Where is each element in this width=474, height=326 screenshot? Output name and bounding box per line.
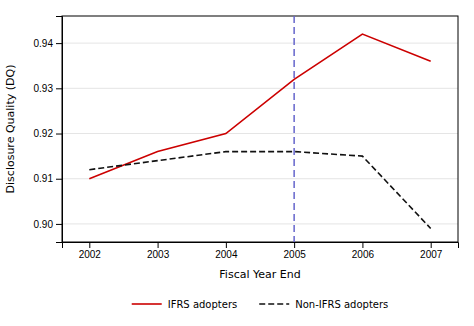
vertical-line (293, 16, 295, 242)
x-tick-mark (158, 242, 159, 248)
grid (62, 43, 458, 224)
x-tick: 2005 (284, 242, 307, 260)
x-tick-mark (431, 242, 432, 248)
plot: 2002 2003 2004 2005 2006 2007 0.90 0.91 0.92 0.93… (34, 16, 459, 260)
y-tick: 0.90 (34, 219, 62, 230)
x-tick: 2003 (147, 242, 170, 260)
x-tick-label: 2007 (420, 249, 443, 260)
y-tick: 0.91 (34, 173, 62, 184)
y-tick-mark (56, 43, 62, 44)
y-tick-label: 0.91 (34, 173, 54, 184)
x-tick-mark (89, 242, 90, 248)
y-tick-mark (56, 224, 62, 225)
y-tick: 0.94 (34, 38, 62, 49)
y-tick-label: 0.92 (34, 128, 54, 139)
y-tick-mark (56, 179, 62, 180)
grid-line (62, 88, 458, 89)
legend-swatch (132, 303, 162, 305)
legend-swatch (259, 303, 289, 305)
y-tick-label: 0.90 (34, 219, 54, 230)
y-tick: 0.92 (34, 128, 62, 139)
x-tick-label: 2002 (79, 249, 102, 260)
grid-line (62, 223, 458, 224)
grid-line (62, 43, 458, 44)
y-axis-title: Disclosure Quality (DQ) (4, 65, 17, 194)
legend-item: Non-IFRS adopters (259, 299, 388, 310)
y-tick-label: 0.93 (34, 83, 54, 94)
x-tick: 2004 (215, 242, 238, 260)
x-tick-mark (226, 242, 227, 248)
x-axis-line (63, 243, 459, 249)
x-tick: 2002 (79, 242, 102, 260)
chart: 2002 2003 2004 2005 2006 2007 0.90 0.91 0.92 0.93… (0, 0, 474, 326)
series-line (89, 152, 430, 229)
legend: IFRS adopters Non-IFRS adopters (132, 299, 389, 310)
x-tick-mark (294, 242, 295, 248)
y-tick-label: 0.94 (34, 38, 54, 49)
x-tick-label: 2004 (215, 249, 238, 260)
x-tick-label: 2005 (284, 249, 307, 260)
legend-label: IFRS adopters (168, 299, 238, 310)
legend-item: IFRS adopters (132, 299, 238, 310)
x-tick: 2006 (352, 242, 375, 260)
y-tick-mark (56, 134, 62, 135)
x-tick-mark (362, 242, 363, 248)
x-axis-title: Fiscal Year End (219, 268, 300, 281)
x-tick-label: 2003 (147, 249, 170, 260)
grid-line (62, 133, 458, 134)
grid-line (62, 178, 458, 179)
y-tick-mark (56, 88, 62, 89)
legend-label: Non-IFRS adopters (295, 299, 388, 310)
x-tick: 2007 (420, 242, 443, 260)
y-axis: 0.90 0.91 0.92 0.93 0.94 (34, 17, 63, 243)
x-tick-label: 2006 (352, 249, 375, 260)
plot-frame (62, 16, 458, 242)
y-tick: 0.93 (34, 83, 62, 94)
x-axis: 2002 2003 2004 2005 2006 2007 (63, 242, 459, 260)
marks (89, 16, 430, 242)
series-line (89, 34, 430, 179)
